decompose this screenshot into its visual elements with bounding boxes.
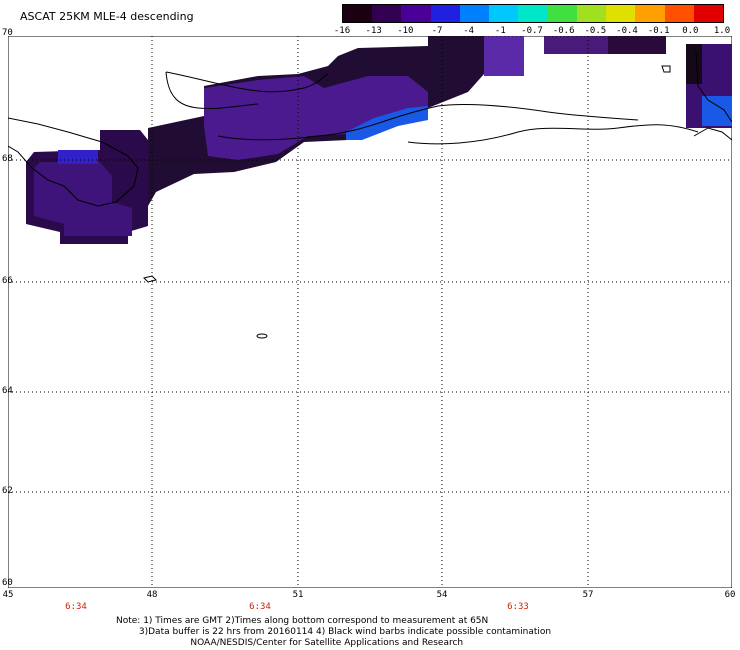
footnote-line-2: 3)Data buffer is 22 hrs from 20160114 4)…: [116, 627, 552, 637]
scale-segment-0: [343, 5, 373, 22]
scale-label-4: -4: [463, 26, 475, 36]
scale-segment-8: [576, 5, 607, 22]
color-scale-labels: -16 -13 -10 -7 -4 -1 -0.7 -0.6 -0.5 -0.4 -0.1 0.0 1.…: [330, 26, 730, 38]
lat-label-60: 60: [2, 578, 13, 588]
lat-label-70: 70: [2, 28, 13, 38]
lon-label-45: 45: [2, 590, 14, 600]
coastlines: [8, 51, 732, 339]
scale-segment-4: [459, 5, 490, 22]
lon-label-48: 48: [146, 590, 158, 600]
lon-label-60: 60: [724, 590, 736, 600]
scale-label-1: -13: [365, 26, 382, 36]
scale-segment-11: [664, 5, 694, 22]
footnote-line-3: NOAA/NESDIS/Center for Satellite Applica…: [116, 638, 464, 648]
time-label-2: 6:34: [249, 602, 271, 612]
scale-segment-2: [401, 5, 431, 22]
lat-label-68: 68: [2, 154, 13, 164]
swath-blue-coast: [346, 106, 428, 140]
scale-segment-3: [430, 5, 460, 22]
scale-label-12: 1.0: [713, 26, 731, 36]
color-scale-bar: [342, 4, 724, 23]
swath-upper-violet: [484, 36, 524, 76]
scale-label-9: -0.4: [616, 26, 638, 36]
scale-segment-7: [547, 5, 577, 22]
swath-band-violet: [204, 76, 428, 160]
footnotes: Note: 1) Times are GMT 2)Times along bot…: [116, 616, 551, 649]
swath-right-blue: [702, 96, 732, 126]
scale-segment-9: [606, 5, 636, 22]
scale-label-11: 0.0: [682, 26, 699, 36]
lon-label-51: 51: [292, 590, 304, 600]
swath-blue-patch: [58, 150, 98, 164]
scale-label-7: -0.6: [552, 26, 575, 36]
swath-strip-b: [608, 36, 666, 54]
swath-left-lobe-light: [34, 162, 132, 236]
time-label-3: 6:33: [507, 602, 529, 612]
map-title: ASCAT 25KM MLE-4 descending: [20, 10, 194, 23]
scale-label-8: -0.5: [584, 26, 607, 36]
scale-label-6: -0.7: [521, 26, 543, 36]
scale-segment-10: [635, 5, 665, 22]
lon-label-57: 57: [582, 590, 594, 600]
scale-segment-1: [372, 5, 402, 22]
scale-segment-5: [489, 5, 519, 22]
scale-label-5: -1: [494, 26, 506, 36]
scale-label-2: -10: [397, 26, 414, 36]
scale-segment-12: [693, 5, 724, 22]
scale-label-10: -0.1: [647, 26, 670, 36]
scale-label-3: -7: [431, 26, 443, 36]
scale-label-0: -16: [333, 26, 351, 36]
footnote-line-1: Note: 1) Times are GMT 2)Times along bot…: [116, 616, 489, 626]
time-label-1: 6:34: [65, 602, 87, 612]
lon-label-54: 54: [436, 590, 448, 600]
graticule: [8, 36, 732, 588]
lat-label-66: 66: [2, 276, 13, 286]
swath-right-dark: [686, 44, 702, 84]
swath-map: [8, 36, 732, 588]
scale-segment-6: [518, 5, 548, 22]
lat-label-62: 62: [2, 486, 13, 496]
lat-label-64: 64: [2, 386, 13, 396]
swath-data: [26, 36, 732, 244]
